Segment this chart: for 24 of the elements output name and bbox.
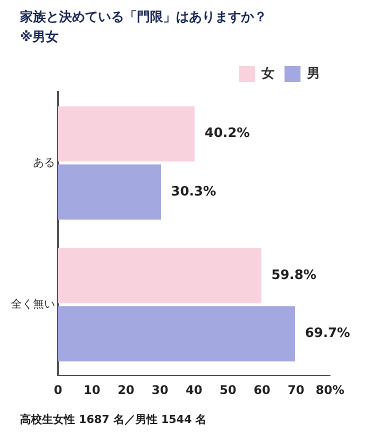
x-tick-label: 10 <box>84 382 100 397</box>
text: 高校生女性 1687 名／男性 1544 名 <box>20 412 207 427</box>
bar <box>58 164 162 220</box>
x-tick-label: 80% <box>316 382 344 397</box>
x-tick-label: 30 <box>152 382 168 397</box>
data-label: 69.7% <box>304 326 350 342</box>
y-tick-label: 全く無い <box>11 298 55 311</box>
legend-label: 男 <box>306 66 320 82</box>
bar <box>58 248 262 304</box>
x-tick-label: 50 <box>220 382 236 397</box>
bar <box>58 106 195 162</box>
legend-label: 女 <box>260 66 274 82</box>
data-label: 59.8% <box>271 268 316 284</box>
data-label: 40.2% <box>204 126 250 142</box>
bar <box>58 306 295 362</box>
y-tick-label: ある <box>33 156 55 169</box>
data-label: 30.3% <box>171 184 216 200</box>
x-tick-label: 70 <box>288 382 304 397</box>
chart-subtitle: ※男女 <box>20 29 60 46</box>
x-tick-label: 40 <box>186 382 202 397</box>
chart-title: 家族と決めている「門限」はありますか？ <box>20 8 268 26</box>
x-tick-label: 0 <box>54 382 62 397</box>
x-tick-label: 60 <box>254 382 270 397</box>
x-tick-label: 20 <box>118 382 134 397</box>
